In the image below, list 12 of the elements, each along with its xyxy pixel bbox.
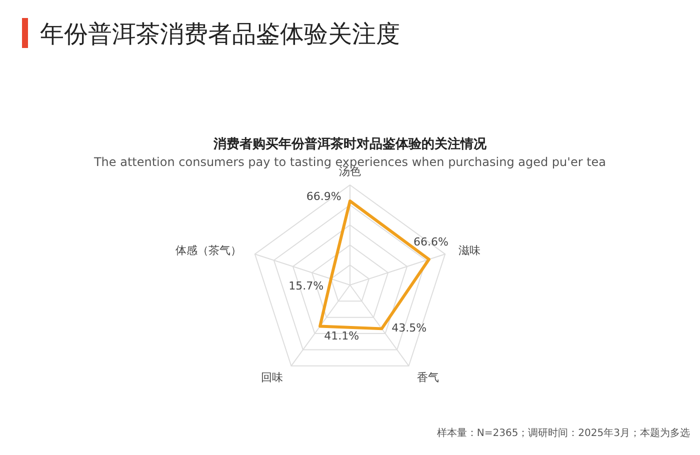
text: 41.1% bbox=[324, 329, 360, 342]
spoke-label: 香气 bbox=[417, 371, 440, 384]
spoke-label: 滋味 bbox=[458, 244, 480, 257]
spoke-label: 体感（茶气） bbox=[176, 244, 242, 257]
text: 样本量：N=2365；调研时间：2025年3月；本题为多选 bbox=[436, 427, 690, 439]
spoke-label: 回味 bbox=[260, 371, 283, 384]
text: 66.9% bbox=[306, 190, 342, 203]
text: 15.7% bbox=[288, 280, 324, 293]
chart-subtitle: 消费者购买年份普洱茶时对品鉴体验的关注情况 bbox=[212, 136, 488, 152]
chart-title: 年份普洱茶消费者品鉴体验关注度 bbox=[40, 20, 400, 48]
text: 66.6% bbox=[414, 236, 448, 249]
text: 43.5% bbox=[392, 322, 427, 335]
